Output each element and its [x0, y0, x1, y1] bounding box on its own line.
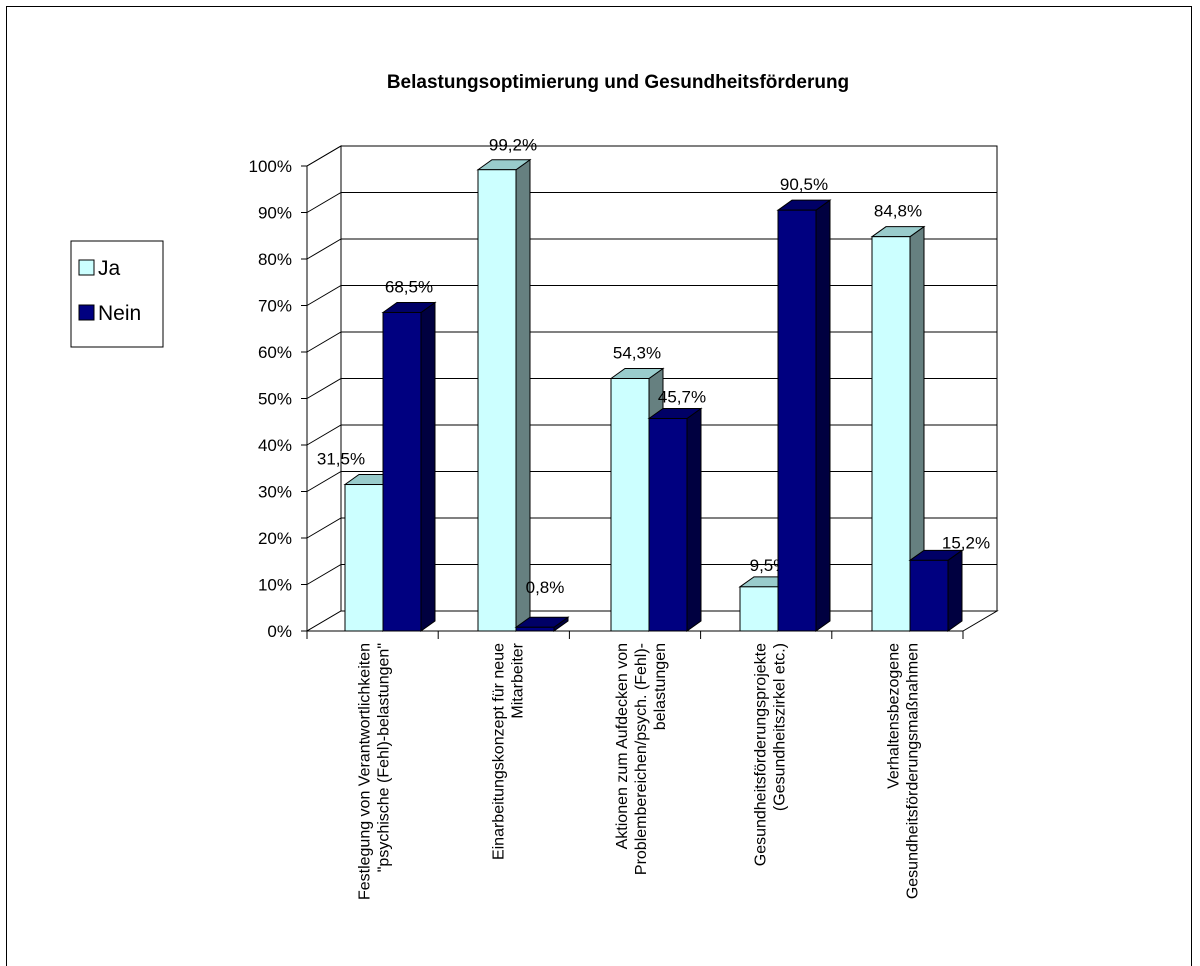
bar-ja-side: [515, 158, 531, 632]
chart-title: Belastungsoptimierung und Gesundheitsför…: [387, 72, 849, 93]
data-label: 68,5%: [385, 277, 433, 296]
bar-ja: [871, 236, 911, 632]
y-tick-label: 90%: [258, 204, 292, 223]
data-label: 84,8%: [874, 202, 922, 221]
data-label: 0,8%: [526, 578, 565, 597]
category-label: Gesundheitsförderungsmaßnahmen: [905, 643, 922, 899]
bar-nein: [515, 626, 555, 632]
bar-ja: [610, 378, 650, 632]
y-tick-label: 30%: [258, 483, 292, 502]
legend-box: [70, 240, 164, 348]
legend-label-ja: Ja: [98, 257, 121, 280]
chart-svg: Belastungsoptimierung und Gesundheitsför…: [70, 72, 999, 900]
bar-ja: [739, 586, 779, 632]
bar-nein-side: [815, 199, 831, 632]
data-label: 99,2%: [489, 136, 537, 155]
y-tick-label: 40%: [258, 436, 292, 455]
y-tick-label: 60%: [258, 343, 292, 362]
category-label: Problembereichen/psych. (Fehl)-: [633, 643, 650, 875]
legend-swatch-nein: [78, 304, 95, 321]
data-label: 45,7%: [658, 387, 706, 406]
category-label: Verhaltensbezogene: [886, 643, 903, 789]
y-tick-label: 80%: [258, 250, 292, 269]
bar-ja: [477, 169, 517, 632]
category-label: "psychische (Fehl)-belastungen": [376, 643, 393, 872]
category-label: Festlegung von Verantwortlichkeiten: [357, 643, 374, 900]
legend-swatch-ja: [78, 259, 95, 276]
chart-frame: Belastungsoptimierung und Gesundheitsför…: [6, 6, 1192, 966]
legend-label-nein: Nein: [98, 302, 141, 325]
data-label: 15,2%: [942, 533, 990, 552]
category-label: Mitarbeiter: [510, 642, 527, 718]
y-tick-label: 10%: [258, 576, 292, 595]
y-tick-label: 20%: [258, 529, 292, 548]
gridline: [306, 145, 997, 167]
category-label: (Gesundheitszirkel etc.): [772, 643, 789, 811]
category-label: belastungen: [652, 643, 669, 730]
bar-nein-side: [420, 301, 436, 632]
y-tick-label: 70%: [258, 297, 292, 316]
bar-nein: [777, 209, 817, 632]
bar-nein-side: [686, 407, 702, 632]
y-tick-label: 0%: [267, 622, 292, 641]
gridline: [306, 192, 997, 213]
data-label: 90,5%: [780, 175, 828, 194]
bar-nein: [382, 311, 422, 632]
data-label: 31,5%: [317, 450, 365, 469]
bar-nein: [909, 559, 949, 632]
category-label: Aktionen zum Aufdecken von: [614, 643, 631, 849]
y-tick-label: 100%: [249, 157, 292, 176]
bar-nein: [648, 417, 688, 632]
data-label: 54,3%: [613, 344, 661, 363]
y-tick-label: 50%: [258, 390, 292, 409]
bar-nein-side: [947, 549, 963, 632]
bar-ja: [344, 484, 384, 632]
category-label: Einarbeitungskonzept für neue: [491, 643, 508, 860]
category-label: Gesundheitsförderungsprojekte: [753, 643, 770, 866]
